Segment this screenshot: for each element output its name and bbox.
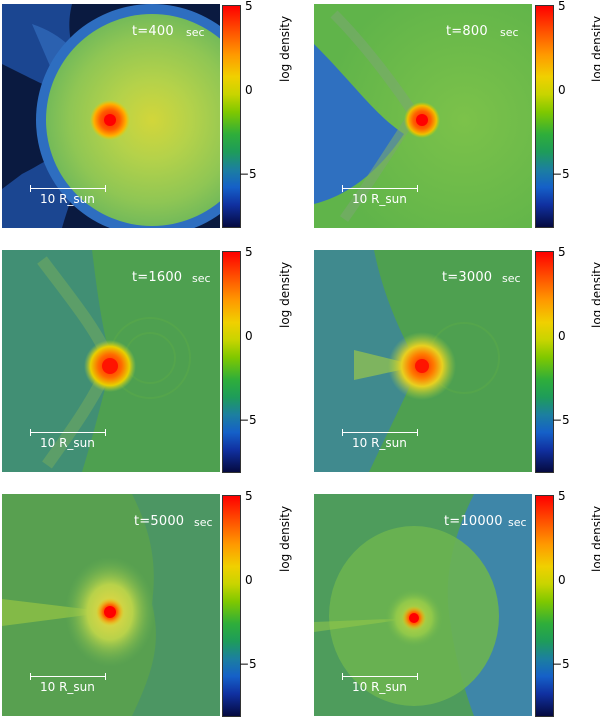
scale-bar [30, 185, 106, 192]
time-unit: sec [502, 272, 521, 285]
density-map: t=800 sec 10 R_sun [314, 4, 532, 228]
time-label: t=1600 [132, 270, 183, 285]
colorbar-tick-minus5: −5 [552, 167, 570, 181]
colorbar [222, 251, 241, 473]
colorbar-tick-5: 5 [245, 489, 253, 503]
time-unit: sec [186, 26, 205, 39]
colorbar-tick-5: 5 [558, 0, 566, 13]
colorbar-title: log density [278, 15, 292, 82]
colorbar-title: log density [590, 261, 600, 328]
time-unit: sec [500, 26, 519, 39]
colorbar-title: log density [590, 15, 600, 82]
time-label: t=800 [446, 24, 488, 39]
scale-label: 10 R_sun [352, 436, 407, 450]
density-map: t=400 sec 10 R_sun [2, 4, 220, 228]
time-unit: sec [192, 272, 211, 285]
colorbar-title: log density [278, 261, 292, 328]
colorbar [535, 251, 554, 473]
colorbar-tick-minus5: −5 [239, 657, 257, 671]
density-map: t=5000 sec 10 R_sun [2, 494, 220, 716]
time-label: t=5000 [134, 514, 185, 529]
time-label: t=10000 [444, 514, 503, 529]
density-map: t=1600 sec 10 R_sun [2, 250, 220, 472]
scale-label: 10 R_sun [352, 680, 407, 694]
scale-bar [342, 673, 418, 680]
scale-label: 10 R_sun [40, 436, 95, 450]
scale-bar [30, 429, 106, 436]
colorbar-tick-5: 5 [245, 245, 253, 259]
colorbar-tick-5: 5 [245, 0, 253, 13]
colorbar-tick-0: 0 [245, 83, 253, 97]
scale-bar [30, 673, 106, 680]
time-label: t=400 [132, 24, 174, 39]
colorbar [222, 5, 241, 228]
colorbar-tick-0: 0 [558, 83, 566, 97]
colorbar-tick-0: 0 [558, 573, 566, 587]
colorbar [222, 495, 241, 717]
colorbar-tick-0: 0 [558, 329, 566, 343]
scale-label: 10 R_sun [40, 192, 95, 206]
colorbar-title: log density [278, 505, 292, 572]
colorbar [535, 495, 554, 717]
scale-bar [342, 429, 418, 436]
scale-bar [342, 185, 418, 192]
time-unit: sec [194, 516, 213, 529]
colorbar-tick-5: 5 [558, 489, 566, 503]
colorbar-title: log density [590, 505, 600, 572]
density-map: t=3000 sec 10 R_sun [314, 250, 532, 472]
colorbar [535, 5, 554, 228]
colorbar-tick-minus5: −5 [552, 413, 570, 427]
density-map: t=10000 sec 10 R_sun [314, 494, 532, 716]
time-unit: sec [508, 516, 527, 529]
time-label: t=3000 [442, 270, 493, 285]
colorbar-tick-0: 0 [245, 573, 253, 587]
colorbar-tick-5: 5 [558, 245, 566, 259]
scale-label: 10 R_sun [352, 192, 407, 206]
colorbar-tick-minus5: −5 [239, 413, 257, 427]
colorbar-tick-0: 0 [245, 329, 253, 343]
scale-label: 10 R_sun [40, 680, 95, 694]
colorbar-tick-minus5: −5 [552, 657, 570, 671]
colorbar-tick-minus5: −5 [239, 167, 257, 181]
